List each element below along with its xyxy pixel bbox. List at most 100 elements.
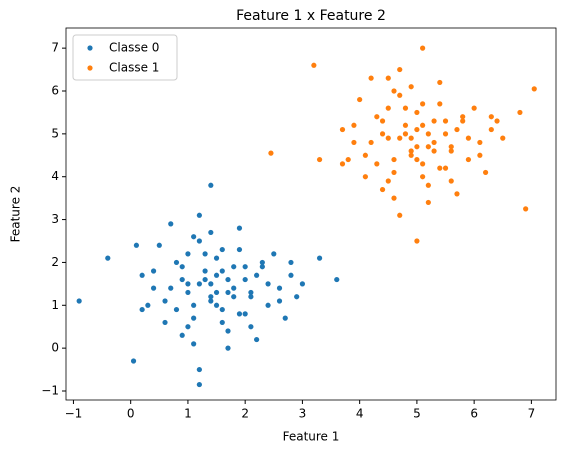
point: [471, 105, 477, 111]
y-tick-label: 6: [51, 84, 59, 98]
point: [442, 118, 449, 124]
point: [236, 311, 243, 317]
point: [213, 255, 220, 261]
point: [454, 191, 460, 197]
point: [231, 294, 237, 300]
x-axis-label: Feature 1: [283, 430, 340, 444]
point: [477, 152, 483, 158]
point: [437, 165, 443, 171]
y-tick-label: 3: [51, 212, 59, 226]
point: [454, 126, 460, 133]
point: [208, 294, 214, 300]
point: [156, 242, 162, 248]
point: [288, 259, 294, 266]
point: [431, 139, 437, 146]
point: [173, 259, 180, 266]
point: [213, 302, 220, 308]
point: [288, 272, 294, 278]
point: [420, 161, 426, 167]
point: [408, 152, 414, 158]
point: [448, 148, 454, 154]
point: [179, 332, 185, 338]
point: [219, 246, 225, 253]
point: [185, 251, 191, 257]
plot-frame: [65, 27, 557, 401]
point: [139, 306, 145, 313]
x-tick-label: 0: [127, 407, 135, 421]
point: [379, 131, 386, 137]
point: [236, 246, 243, 253]
point: [391, 88, 397, 94]
legend-label: Classe 0: [109, 41, 159, 55]
point: [265, 281, 271, 287]
point: [76, 298, 82, 304]
point: [271, 251, 277, 257]
point: [213, 289, 220, 296]
point: [500, 135, 506, 141]
point: [477, 139, 483, 146]
point: [374, 161, 380, 167]
point: [531, 86, 537, 92]
point: [425, 182, 431, 188]
point: [191, 315, 197, 321]
x-tick-label: −1: [65, 407, 83, 421]
point: [202, 268, 208, 274]
point: [162, 298, 168, 304]
point: [465, 135, 472, 141]
point: [248, 294, 254, 300]
point: [385, 135, 391, 141]
point: [437, 101, 443, 107]
point: [130, 358, 137, 364]
point: [448, 144, 454, 150]
point: [150, 268, 157, 274]
point: [162, 319, 168, 326]
point: [268, 150, 274, 156]
point: [254, 336, 260, 343]
point: [225, 289, 231, 296]
point: [265, 302, 271, 308]
point: [391, 156, 397, 163]
point: [414, 238, 420, 244]
point: [460, 114, 466, 120]
point: [339, 126, 346, 133]
x-tick-label: 4: [356, 407, 364, 421]
y-tick-label: 5: [51, 126, 59, 140]
point: [482, 169, 489, 176]
point: [391, 169, 397, 176]
point: [242, 276, 248, 283]
point: [208, 298, 214, 304]
point: [196, 212, 202, 218]
point: [225, 345, 231, 351]
point: [259, 264, 265, 270]
point: [414, 144, 420, 150]
point: [379, 118, 386, 124]
point: [368, 75, 374, 81]
point: [299, 281, 306, 287]
point: [362, 174, 368, 180]
point: [442, 165, 449, 171]
point: [402, 131, 409, 137]
point: [208, 281, 214, 287]
point: [420, 101, 426, 107]
y-tick-label: 2: [51, 255, 59, 269]
point: [357, 96, 363, 103]
point: [397, 66, 403, 73]
point: [391, 195, 397, 201]
point: [196, 366, 202, 373]
point: [219, 306, 225, 313]
point: [494, 118, 500, 124]
point: [488, 126, 494, 133]
point: [282, 315, 288, 321]
point: [517, 109, 523, 116]
point: [523, 206, 529, 212]
point: [385, 105, 391, 111]
point: [425, 144, 431, 150]
point: [236, 225, 243, 231]
point: [185, 324, 191, 330]
x-tick-label: 7: [528, 407, 536, 421]
point: [402, 105, 409, 111]
point: [202, 276, 208, 283]
point: [408, 148, 414, 154]
legend-marker: [87, 65, 93, 71]
